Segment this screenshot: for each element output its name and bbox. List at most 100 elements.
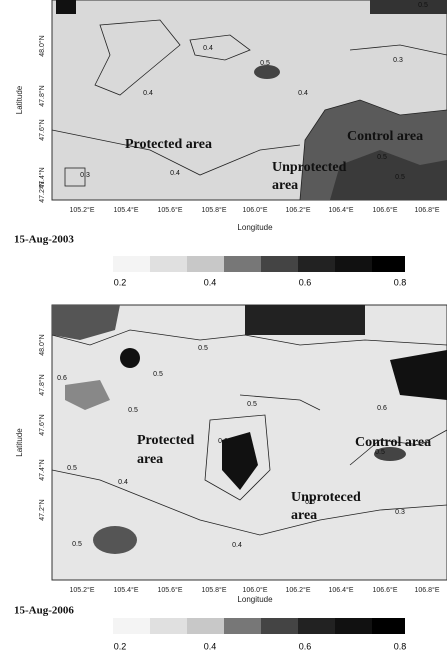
contour-label: 0.3 <box>393 57 403 64</box>
contour-label: 0.4 <box>170 170 180 177</box>
cb-cell <box>261 256 298 272</box>
x-tick-label: 106.0°E <box>243 206 268 214</box>
contour-label: 0.5 <box>395 174 405 181</box>
area-label: Unproteced <box>291 490 361 505</box>
contour <box>51 469 447 536</box>
y-tick-label: 47.6°N <box>38 119 46 140</box>
colorbar-tick-label: 0.4 <box>204 641 217 651</box>
x-tick-label: 105.4°E <box>114 206 139 214</box>
y-axis-label: Latitude <box>15 428 24 457</box>
contour-label: 0.5 <box>247 401 257 408</box>
x-tick-label: 105.6°E <box>158 206 183 214</box>
cb-cell <box>372 618 405 634</box>
colorbar-tick-label: 0.6 <box>299 641 312 651</box>
contour-label: 0.5 <box>377 154 387 161</box>
date-label: 15-Aug-2006 <box>14 605 74 617</box>
contour-label: 0.3 <box>80 172 90 179</box>
area-label: Protected <box>137 433 194 448</box>
x-tick-label: 106.8°E <box>415 206 440 214</box>
x-tick-label: 105.8°E <box>202 206 227 214</box>
shade <box>390 350 447 400</box>
x-tick-label: 106.4°E <box>329 206 354 214</box>
contour-label: 0.6 <box>57 375 67 382</box>
cb-cell <box>187 618 224 634</box>
contour-label: 0.4 <box>118 479 128 486</box>
shade <box>93 526 137 554</box>
colorbar-tick-label: 0.2 <box>114 277 127 287</box>
x-tick-label: 105.6°E <box>158 586 183 594</box>
x-tick-label: 106.4°E <box>329 586 354 594</box>
contour <box>299 99 447 201</box>
area-label: Control area <box>355 435 431 450</box>
x-tick-label: 106.2°E <box>286 586 311 594</box>
colorbar-2003 <box>113 256 405 272</box>
x-tick-label: 106.6°E <box>373 586 398 594</box>
x-tick-label: 105.2°E <box>70 586 95 594</box>
contour <box>94 19 181 96</box>
area-label: Unprotected <box>272 160 347 175</box>
shade <box>222 432 258 490</box>
y-tick-label: 48.0°N <box>38 35 46 56</box>
contour <box>239 394 321 411</box>
map-2003 <box>51 0 447 201</box>
contour <box>51 329 447 346</box>
y-tick-label: 47.6°N <box>38 414 46 435</box>
x-tick-label: 106.8°E <box>415 586 440 594</box>
colorbar-tick-label: 0.8 <box>394 277 407 287</box>
contour-label: 0.5 <box>198 345 208 352</box>
contour <box>189 34 251 61</box>
contour-label: 0.6 <box>218 438 228 445</box>
cb-cell <box>372 256 405 272</box>
y-tick-label: 47.2°N <box>38 181 46 202</box>
x-tick-label: 106.0°E <box>243 586 268 594</box>
y-tick-label: 48.0°N <box>38 334 46 355</box>
contour <box>349 44 447 56</box>
cb-cell <box>187 256 224 272</box>
cb-cell <box>113 256 150 272</box>
area-label: area <box>272 178 298 193</box>
colorbar-2006 <box>113 618 405 634</box>
contour <box>349 429 447 466</box>
cb-cell <box>335 618 372 634</box>
x-tick-label: 105.4°E <box>114 586 139 594</box>
colorbar-tick-label: 0.8 <box>394 641 407 651</box>
contour-label: 0.3 <box>395 509 405 516</box>
x-tick-label: 106.6°E <box>373 206 398 214</box>
shade <box>330 150 447 200</box>
colorbar-tick-label: 0.2 <box>114 641 127 651</box>
shade <box>52 305 120 340</box>
contour-label: 0.5 <box>260 60 270 67</box>
contour-label: 0.4 <box>232 542 242 549</box>
contour-label: 0.6 <box>377 405 387 412</box>
contour-label: 0.5 <box>375 449 385 456</box>
area-label: Control area <box>347 129 423 144</box>
contour-label: 0.5 <box>67 465 77 472</box>
x-axis-label: Longitude <box>237 223 273 232</box>
cb-cell <box>224 256 261 272</box>
cb-cell <box>150 618 187 634</box>
cb-cell <box>113 618 150 634</box>
y-tick-label: 47.4°N <box>38 167 46 188</box>
x-axis-label: Longitude <box>237 595 273 604</box>
cb-cell <box>298 618 335 634</box>
shade <box>254 65 280 79</box>
y-tick-label: 47.8°N <box>38 85 46 106</box>
y-tick-label: 47.2°N <box>38 499 46 520</box>
cb-cell <box>150 256 187 272</box>
contour-label: 0.5 <box>153 371 163 378</box>
x-tick-label: 106.2°E <box>286 206 311 214</box>
cb-cell <box>335 256 372 272</box>
shade <box>120 348 140 368</box>
y-axis-label: Latitude <box>15 85 24 114</box>
area-label: area <box>137 452 163 467</box>
cb-cell <box>261 618 298 634</box>
x-tick-label: 105.2°E <box>70 206 95 214</box>
area-label: area <box>291 508 317 523</box>
contour <box>204 414 271 501</box>
date-label: 15-Aug-2003 <box>14 234 74 246</box>
contour-label: 0.5 <box>72 541 82 548</box>
shade <box>65 380 110 410</box>
contour-label: 0.4 <box>298 90 308 97</box>
colorbar-tick-label: 0.4 <box>204 277 217 287</box>
